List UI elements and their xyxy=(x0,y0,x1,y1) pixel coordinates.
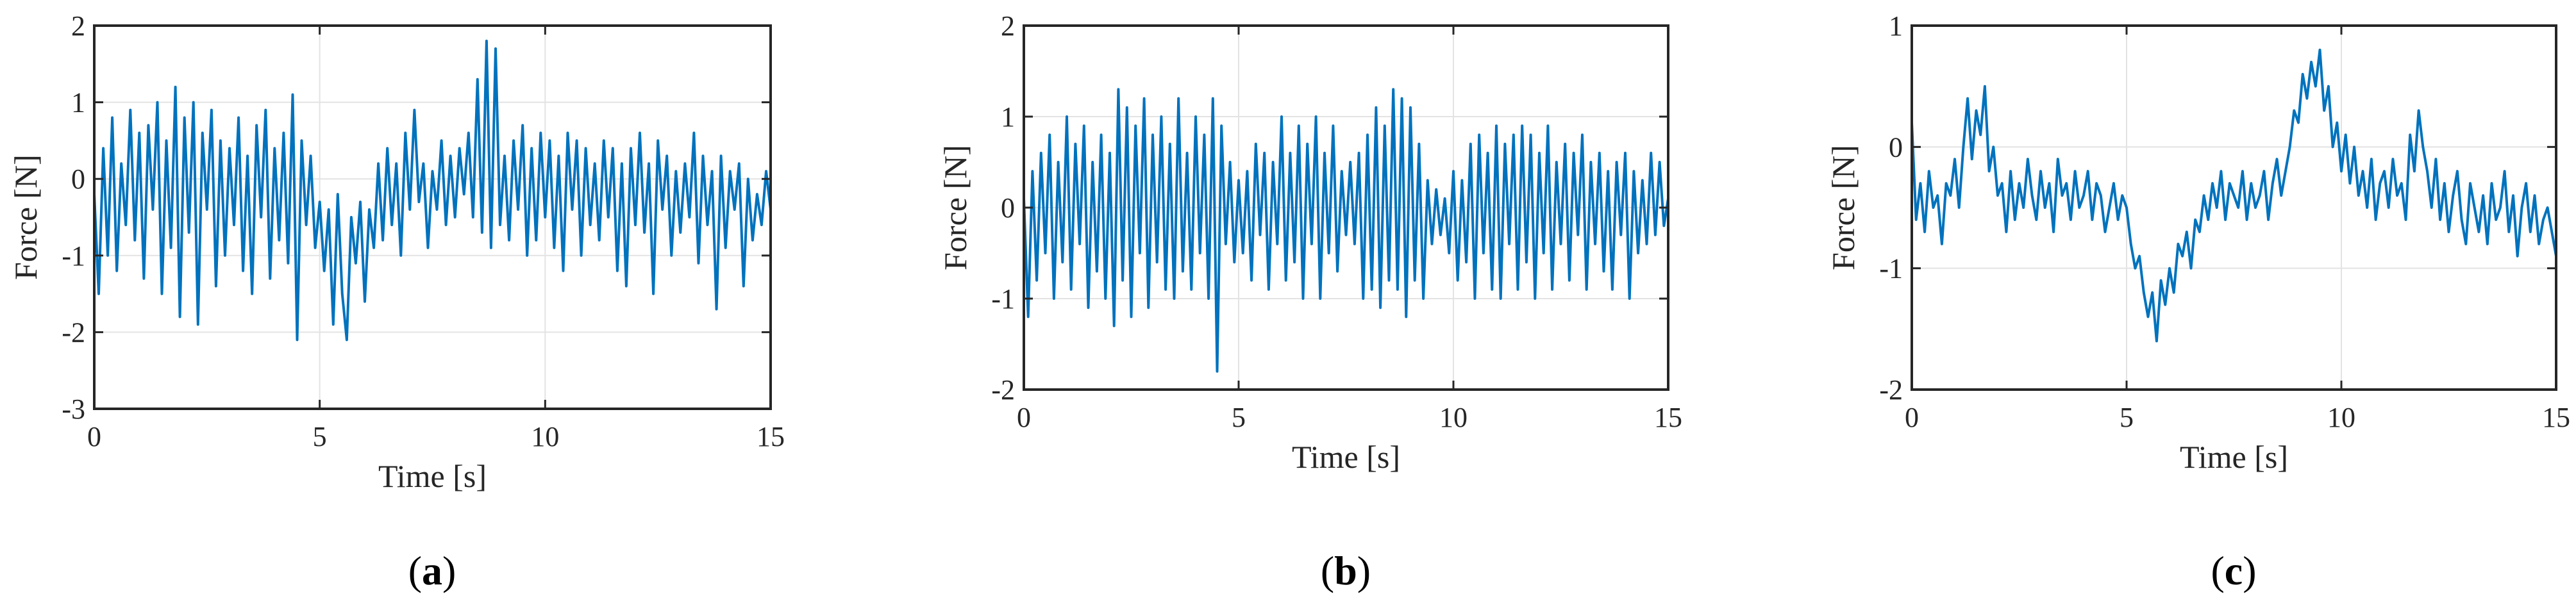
y-tick-label: -2 xyxy=(62,317,85,348)
panel-caption: (a) xyxy=(408,548,456,593)
chart-panel-b: 0 5 10 15 -2 -1 0 1 2 Time [s] Force [N] (b) xyxy=(937,10,1682,593)
y-tick-label: 1 xyxy=(1001,101,1015,133)
y-tick-label: -3 xyxy=(62,393,85,425)
plot-area xyxy=(1912,26,2556,390)
x-tick-label: 15 xyxy=(1654,402,1682,433)
chart-panel-a: 0 5 10 15 -3 -2 -1 0 1 2 Time [s] Force [N] (a) xyxy=(8,10,785,593)
y-tick-label: -1 xyxy=(1879,253,1903,284)
y-tick-label: 0 xyxy=(71,163,85,195)
series-line xyxy=(1911,48,2557,343)
y-tick-label: -1 xyxy=(62,240,85,272)
x-axis-label: Time [s] xyxy=(1292,439,1400,475)
y-axis-label: Force [N] xyxy=(8,154,44,280)
x-tick-label: 15 xyxy=(2542,402,2570,433)
x-tick-label: 5 xyxy=(2120,402,2134,433)
y-tick-label: 2 xyxy=(1001,10,1015,42)
y-tick-label: -2 xyxy=(991,374,1015,406)
y-axis-label: Force [N] xyxy=(1825,145,1861,270)
x-tick-label: 5 xyxy=(313,421,327,452)
x-axis-label: Time [s] xyxy=(2180,439,2288,475)
x-tick-label: 15 xyxy=(757,421,785,452)
x-axis-label: Time [s] xyxy=(378,458,487,494)
y-tick-label: -1 xyxy=(991,283,1015,315)
x-tick-label: 0 xyxy=(1905,402,1919,433)
y-tick-label: -2 xyxy=(1879,374,1903,406)
y-tick-label: 1 xyxy=(71,87,85,119)
axes-box xyxy=(1911,24,2557,391)
y-tick-label: 2 xyxy=(71,10,85,42)
panel-letter: c xyxy=(2225,548,2243,593)
panel-caption: (c) xyxy=(2211,548,2256,593)
y-tick-label: 1 xyxy=(1889,10,1903,42)
y-tick-label: 0 xyxy=(1889,131,1903,163)
plot-area xyxy=(94,26,771,409)
x-tick-label: 5 xyxy=(1232,402,1246,433)
panel-caption: (b) xyxy=(1321,548,1371,593)
series-line xyxy=(93,39,772,342)
x-tick-label: 10 xyxy=(1439,402,1468,433)
y-axis-label: Force [N] xyxy=(937,145,973,270)
axes-box xyxy=(93,24,772,410)
chart-panel-c: 0 5 10 15 -2 -1 0 1 Time [s] Force [N] (c) xyxy=(1825,10,2570,593)
x-tick-label: 10 xyxy=(2327,402,2355,433)
y-tick-label: 0 xyxy=(1001,192,1015,224)
panel-letter: a xyxy=(422,548,442,593)
x-tick-label: 10 xyxy=(531,421,559,452)
series-line xyxy=(1023,88,1669,373)
x-tick-label: 0 xyxy=(87,421,101,452)
x-tick-label: 0 xyxy=(1017,402,1031,433)
panel-letter: b xyxy=(1334,548,1357,593)
